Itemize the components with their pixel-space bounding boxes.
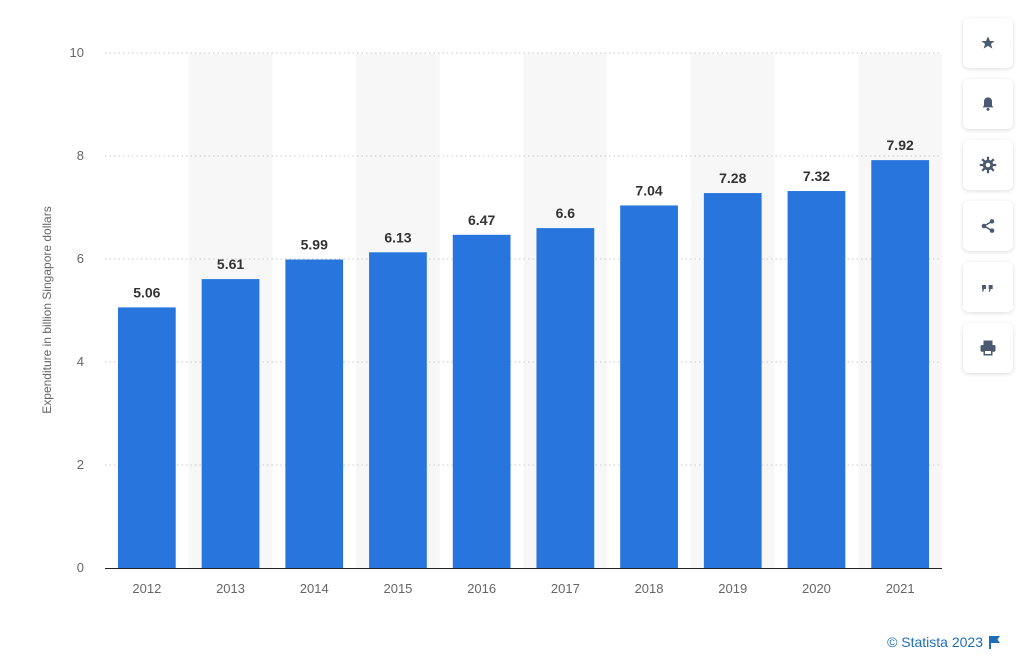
bar (201, 279, 260, 568)
bar (703, 193, 762, 568)
y-tick-label: 0 (77, 560, 84, 575)
gear-icon (979, 156, 997, 174)
x-tick-label: 2014 (300, 581, 329, 596)
data-label: 5.61 (217, 256, 244, 272)
x-tick-label: 2018 (635, 581, 664, 596)
data-label: 7.92 (887, 137, 914, 153)
y-axis-title: Expenditure in billion Singapore dollars (40, 206, 54, 414)
x-tick-label: 2012 (132, 581, 161, 596)
credit-text: © Statista 2023 (887, 634, 983, 650)
print-button[interactable] (963, 323, 1013, 373)
y-tick-label: 4 (77, 354, 84, 369)
cite-button[interactable] (963, 262, 1013, 312)
x-tick-label: 2021 (886, 581, 915, 596)
bar (452, 234, 511, 569)
y-tick-label: 8 (77, 148, 84, 163)
bell-icon (982, 97, 994, 111)
y-tick-label: 10 (70, 45, 84, 60)
bar (620, 205, 678, 568)
x-tick-label: 2016 (467, 581, 496, 596)
data-labels: 5.06 5.61 5.99 6.13 6.47 6.6 7.04 7.28 7.32 7.92 (133, 137, 914, 300)
bar (369, 252, 427, 568)
bar (787, 191, 846, 568)
bar (285, 259, 344, 568)
data-label: 6.6 (556, 205, 576, 221)
x-tick-label: 2020 (802, 581, 831, 596)
data-label: 6.13 (384, 229, 411, 245)
favorite-button[interactable] (963, 18, 1013, 68)
x-tick-label: 2017 (551, 581, 580, 596)
notification-button[interactable] (963, 79, 1013, 129)
bar (117, 307, 176, 568)
data-label: 7.04 (635, 182, 662, 198)
chart-toolbar (963, 18, 1013, 384)
data-label: 6.47 (468, 212, 495, 228)
axes: 0 2 4 6 8 10 2012 2013 2014 2015 2016 2017 2018 2019 2… (70, 45, 942, 596)
flag-icon (989, 635, 1000, 649)
data-label: 5.99 (301, 237, 328, 253)
quote-icon (982, 285, 993, 292)
share-icon (981, 219, 995, 233)
y-tick-label: 6 (77, 251, 84, 266)
statista-credit[interactable]: © Statista 2023 (887, 634, 1000, 650)
x-tick-label: 2015 (383, 581, 412, 596)
x-tick-label: 2019 (718, 581, 747, 596)
data-label: 5.06 (133, 284, 160, 300)
x-tick-label: 2013 (216, 581, 245, 596)
bar (536, 228, 595, 568)
bar (871, 160, 930, 568)
bars (117, 160, 930, 569)
y-tick-label: 2 (77, 457, 84, 472)
share-button[interactable] (963, 201, 1013, 251)
star-icon (981, 36, 995, 49)
print-icon (980, 340, 996, 356)
data-label: 7.28 (719, 170, 746, 186)
data-label: 7.32 (803, 168, 830, 184)
settings-button[interactable] (963, 140, 1013, 190)
